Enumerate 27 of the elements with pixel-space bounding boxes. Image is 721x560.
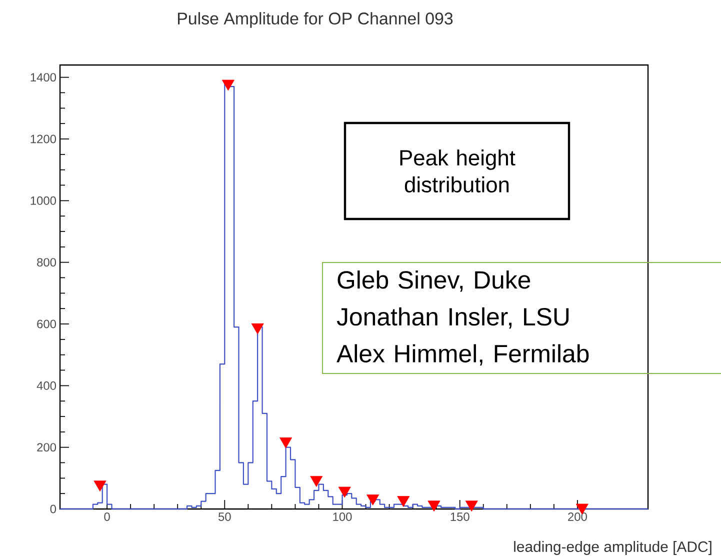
point [280,437,292,448]
y-tick-label: 600 [37,320,56,328]
point [428,500,440,512]
y-tick-label: 1400 [30,73,56,82]
point [94,480,106,492]
point [222,80,234,91]
y-tick-label: 1000 [30,196,56,205]
y-tick-label: 1200 [30,134,56,144]
chart-title: Pulse Amplitude for OP Channel 093 [178,12,453,28]
point [310,476,323,487]
x-axis-title: leading-edge amplitude [ADC] [514,541,712,555]
point [397,496,410,507]
x-tick-label: 200 [568,512,587,521]
x-tick-label: 150 [450,512,470,521]
x-tick-label: 0 [104,512,110,521]
y-tick-label: 400 [36,381,56,390]
point [465,500,478,512]
annotation: Gleb Sinev, Duke Jonathan Insler, LSU Alex Himmel, Fermilab [336,270,589,366]
annotation: Peak height distribution [400,149,516,192]
y-tick-label: 200 [37,443,56,452]
point [251,323,264,334]
point [366,494,380,506]
x-tick-label: 100 [333,512,352,521]
point [338,486,351,498]
x-tick-label: 50 [218,512,231,521]
y-tick-label: 800 [37,258,56,267]
y-tick-label: 0 [50,504,56,514]
